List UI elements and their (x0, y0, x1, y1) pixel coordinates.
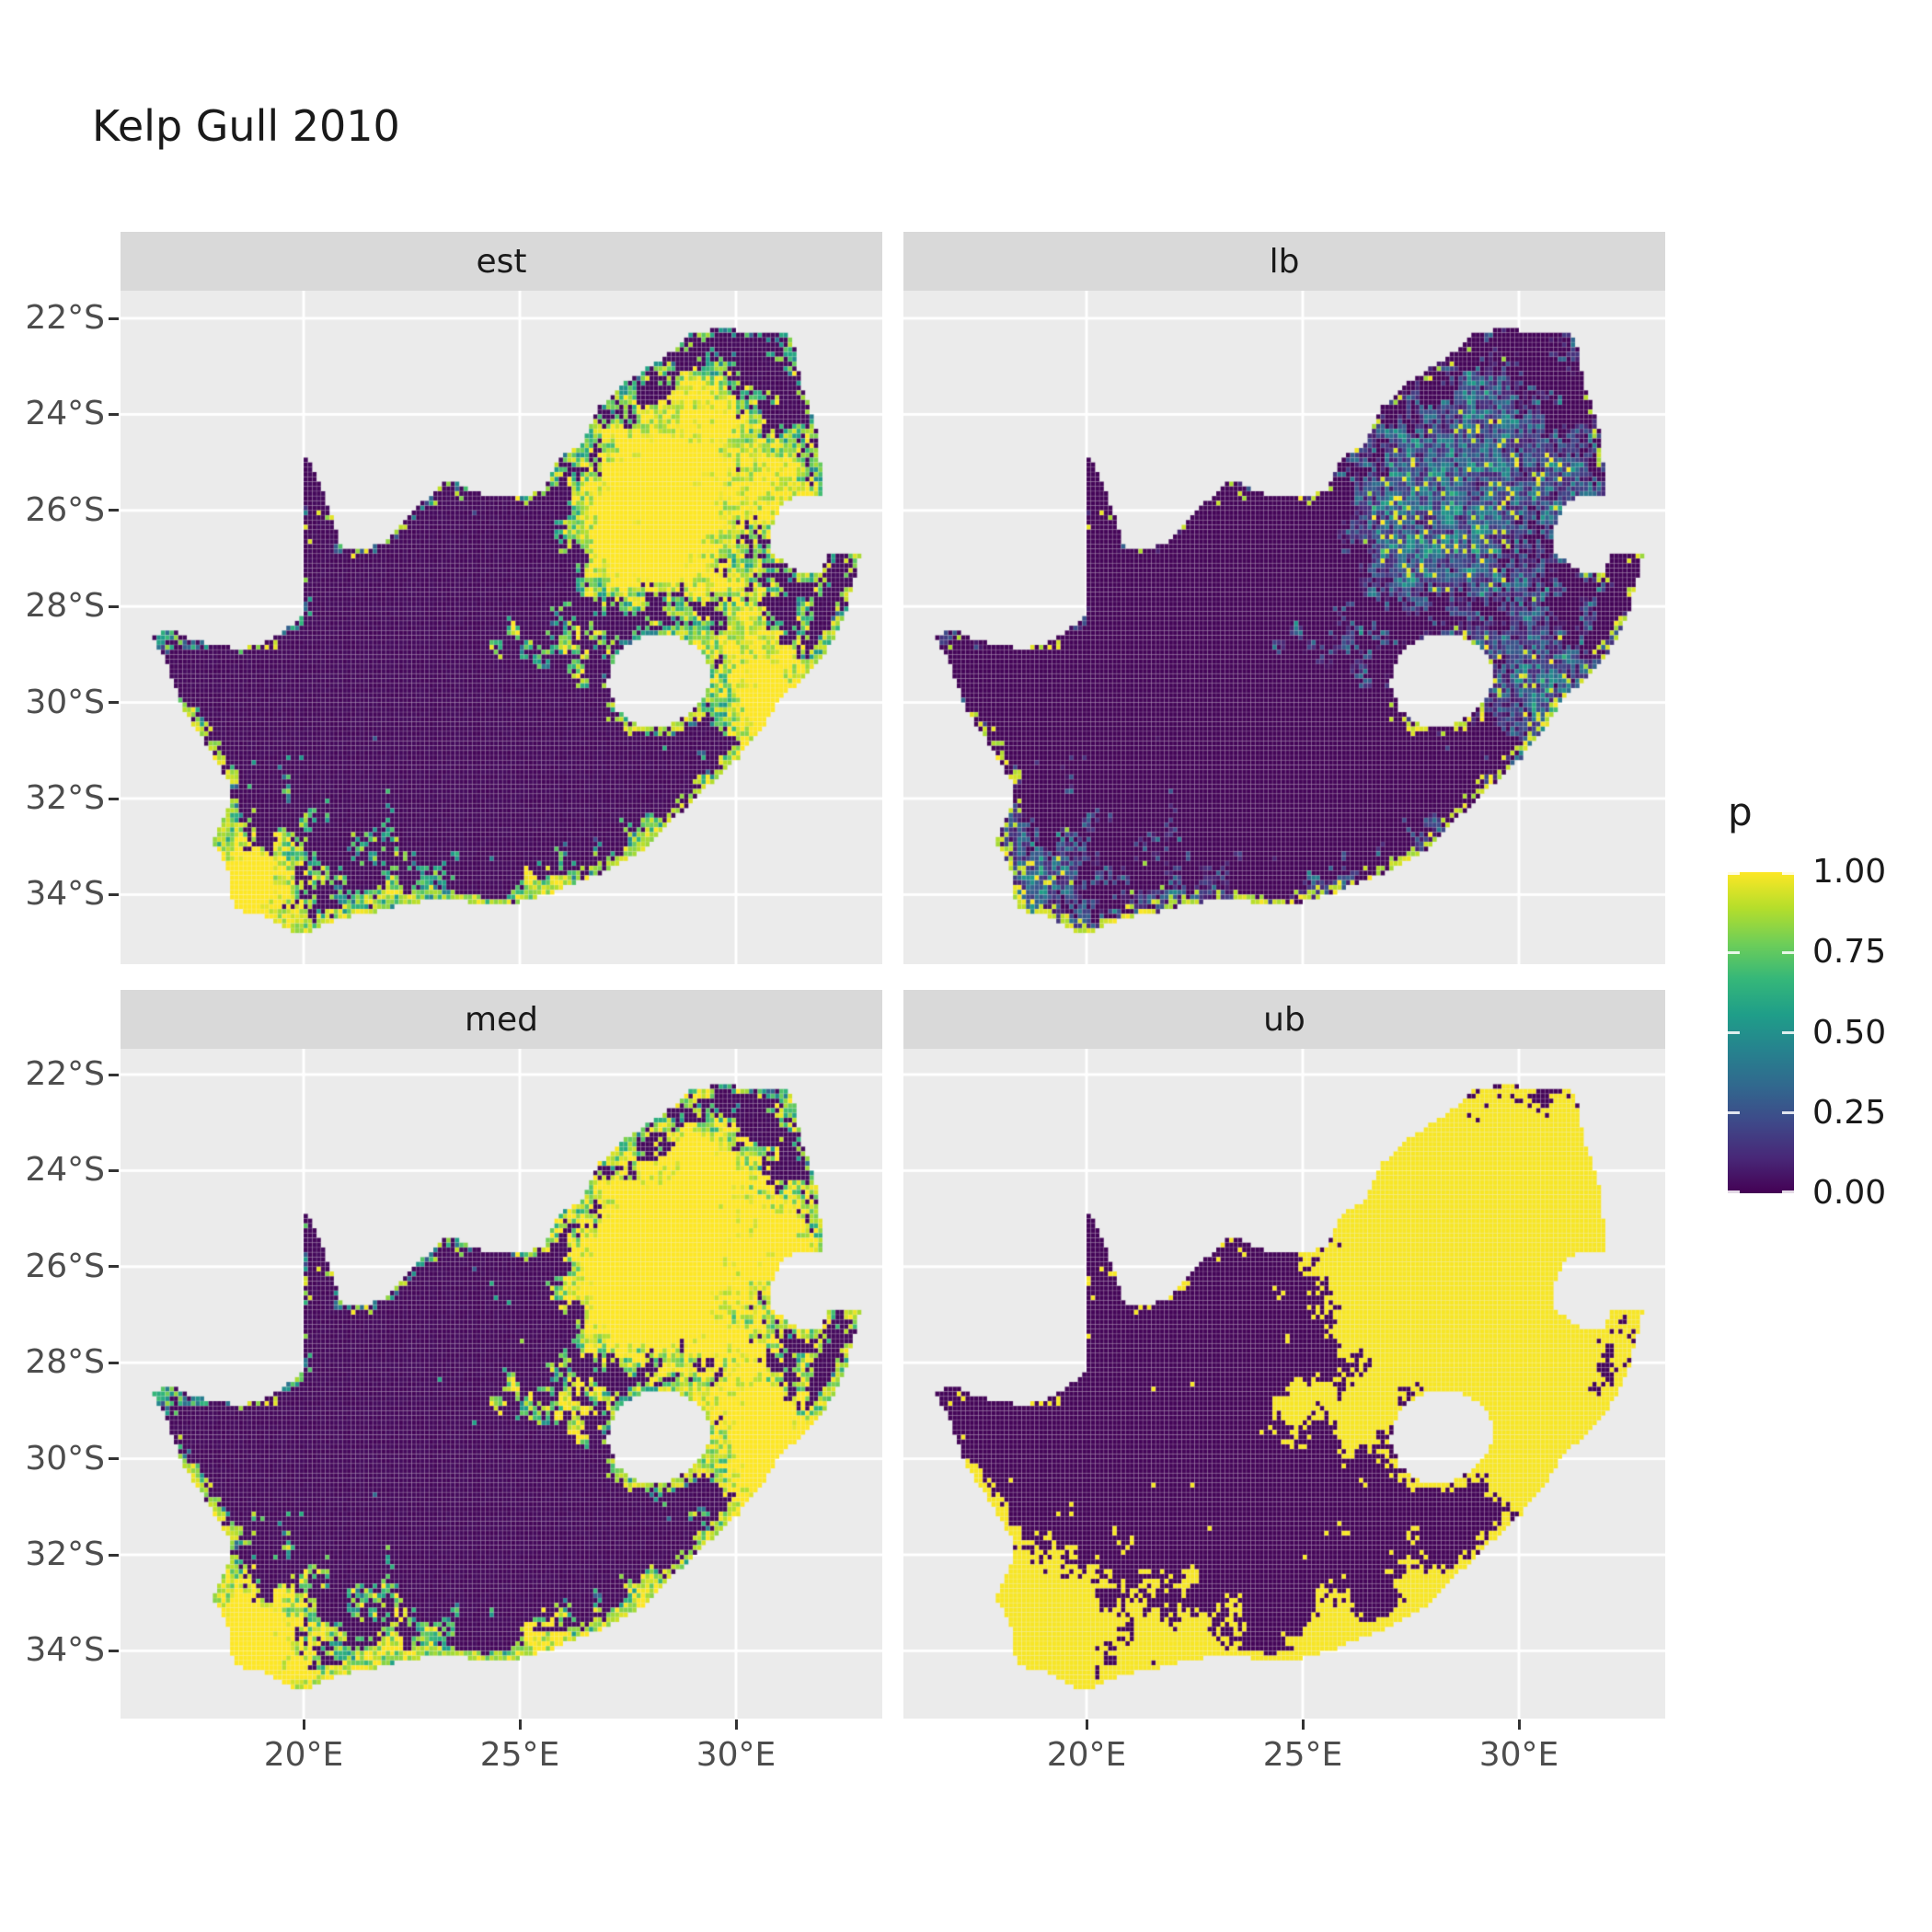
y-axis-tick (109, 1361, 119, 1364)
y-axis-tick (109, 316, 119, 320)
x-axis-tick (518, 1719, 522, 1730)
y-tick-label: 22°S (25, 299, 105, 337)
x-axis-tick (1301, 1719, 1305, 1730)
x-tick-label: 25°E (479, 1736, 560, 1774)
x-axis-tick (1085, 1719, 1088, 1730)
x-axis-tick (734, 1719, 738, 1730)
facet-map-ub (903, 1049, 1665, 1719)
y-tick-label: 32°S (25, 1535, 105, 1573)
y-tick-label: 24°S (25, 1151, 105, 1190)
y-tick-label: 26°S (25, 490, 105, 529)
y-axis-tick (109, 1073, 119, 1076)
facet-strip-ub: ub (903, 990, 1665, 1049)
y-axis-tick (109, 1553, 119, 1557)
legend-colorbar-tick (1782, 1111, 1794, 1115)
legend-colorbar-tick (1782, 1190, 1794, 1193)
legend-colorbar-tick (1782, 1031, 1794, 1034)
x-tick-label: 20°E (263, 1736, 344, 1774)
legend-colorbar-tick (1728, 950, 1740, 954)
y-axis-tick (109, 797, 119, 800)
legend-title: p (1728, 789, 1753, 834)
y-tick-label: 34°S (25, 875, 105, 914)
legend-colorbar-tick (1728, 872, 1740, 875)
y-axis-tick (109, 1265, 119, 1269)
y-tick-label: 32°S (25, 779, 105, 817)
y-tick-label: 28°S (25, 1343, 105, 1382)
y-axis-tick (109, 1168, 119, 1172)
legend-colorbar-tick (1728, 1031, 1740, 1034)
y-axis-tick (109, 1457, 119, 1461)
legend-tick-label: 0.00 (1812, 1174, 1887, 1212)
facet-map-lb (903, 291, 1665, 964)
facet-map-est (121, 291, 882, 964)
y-axis-tick (109, 412, 119, 416)
facet-strip-med: med (121, 990, 882, 1049)
x-tick-label: 30°E (696, 1736, 776, 1774)
y-tick-label: 30°S (25, 1439, 105, 1478)
y-axis-tick (109, 701, 119, 705)
x-tick-label: 20°E (1046, 1736, 1127, 1774)
facet-strip-label-med: med (464, 1000, 539, 1039)
legend-colorbar-tick (1782, 950, 1794, 954)
y-tick-label: 30°S (25, 683, 105, 721)
legend-tick-label: 0.50 (1812, 1013, 1887, 1052)
y-axis-tick (109, 1649, 119, 1652)
legend-tick-label: 1.00 (1812, 853, 1887, 891)
facet-strip-est: est (121, 232, 882, 291)
y-tick-label: 26°S (25, 1247, 105, 1285)
facet-map-med (121, 1049, 882, 1719)
legend-tick-label: 0.75 (1812, 933, 1887, 972)
x-tick-label: 30°E (1478, 1736, 1559, 1774)
y-axis-tick (109, 892, 119, 896)
legend-tick-label: 0.25 (1812, 1093, 1887, 1132)
x-axis-tick (1517, 1719, 1521, 1730)
y-tick-label: 28°S (25, 587, 105, 626)
legend-colorbar-tick (1782, 872, 1794, 875)
y-tick-label: 24°S (25, 395, 105, 433)
y-tick-label: 34°S (25, 1631, 105, 1670)
y-tick-label: 22°S (25, 1055, 105, 1093)
legend-colorbar-tick (1728, 1190, 1740, 1193)
facet-strip-label-ub: ub (1263, 1000, 1305, 1039)
y-axis-tick (109, 604, 119, 608)
legend-colorbar-tick (1728, 1111, 1740, 1115)
facet-strip-lb: lb (903, 232, 1665, 291)
plot-title: Kelp Gull 2010 (92, 101, 400, 151)
x-tick-label: 25°E (1262, 1736, 1343, 1774)
x-axis-tick (302, 1719, 305, 1730)
y-axis-tick (109, 509, 119, 512)
facet-strip-label-est: est (476, 242, 527, 281)
facet-strip-label-lb: lb (1269, 242, 1300, 281)
